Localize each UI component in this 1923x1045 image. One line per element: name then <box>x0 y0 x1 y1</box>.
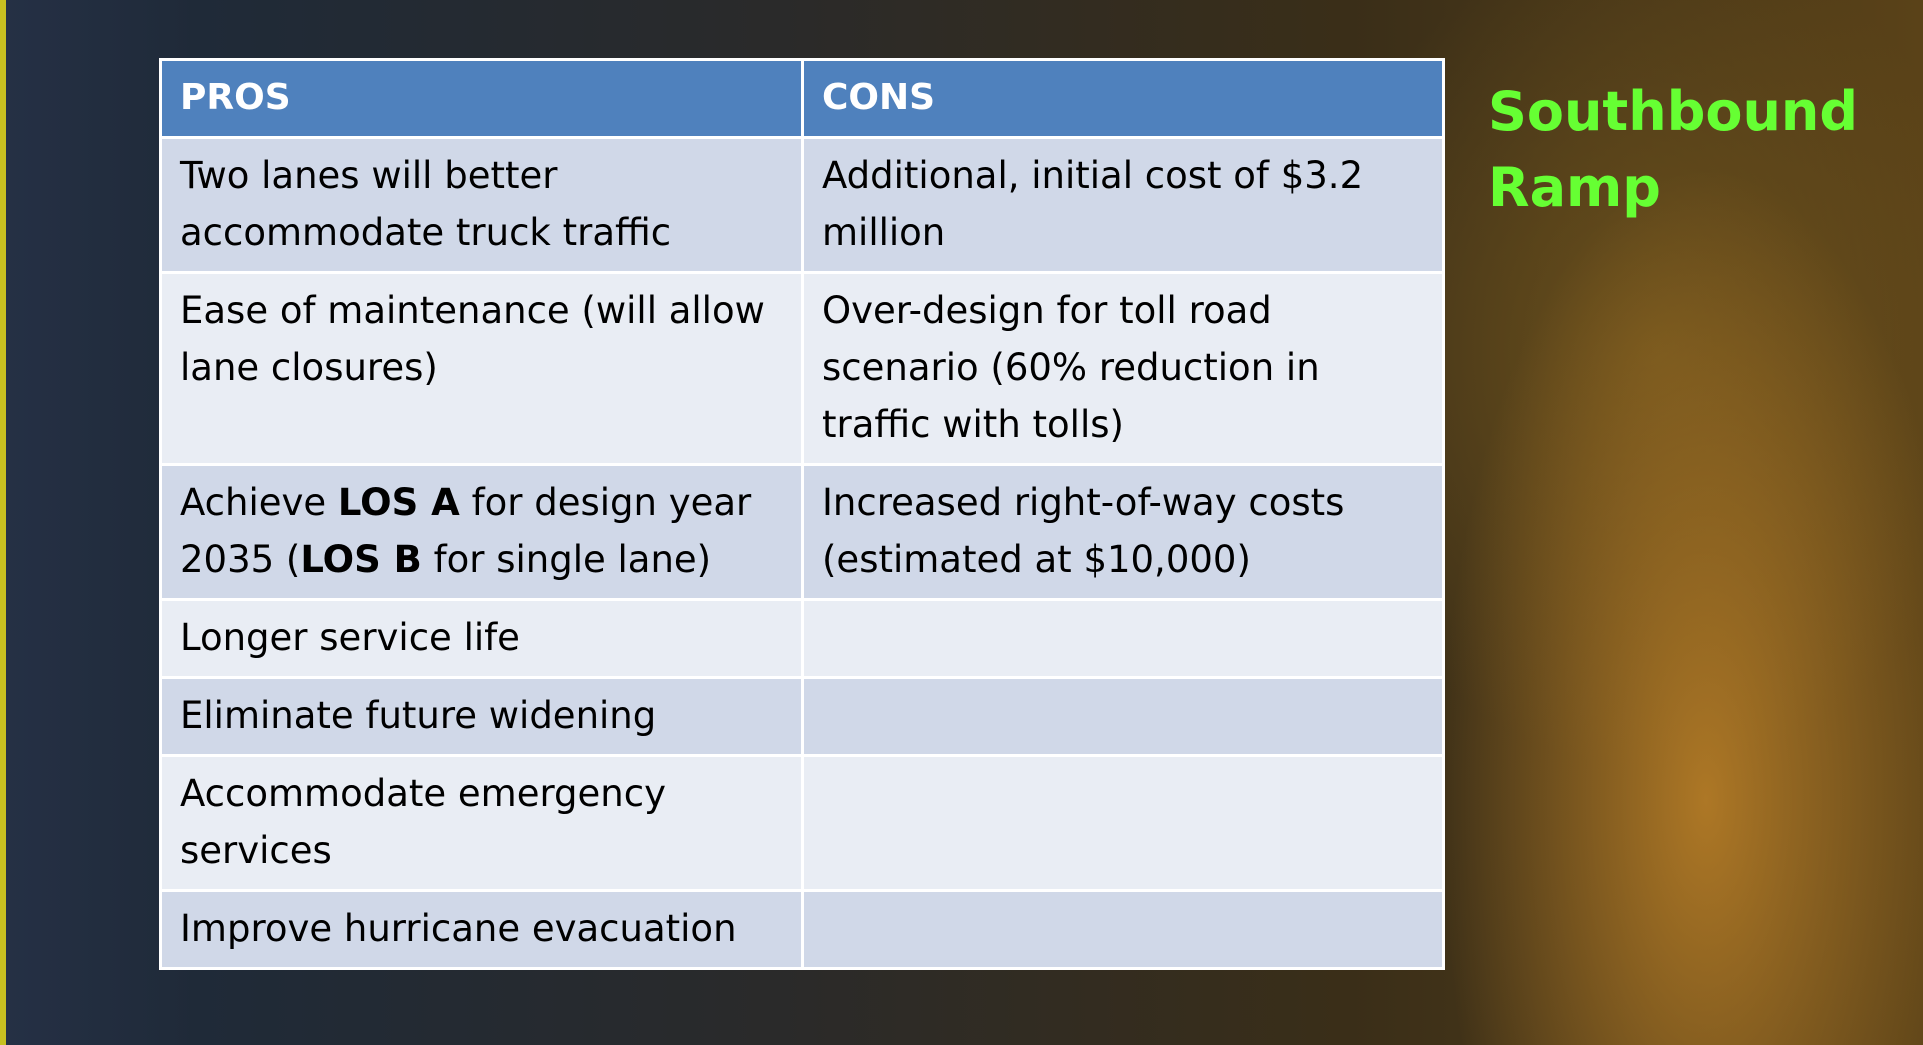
table-row: Two lanes will better accommodate truck … <box>159 136 1445 274</box>
table-cell: Accommodate emergency services <box>159 754 804 892</box>
table-cell <box>801 754 1445 892</box>
table-cell: Increased right-of-way costs (estimated … <box>801 463 1445 601</box>
table-cell: Longer service life <box>159 598 804 679</box>
table-row: Accommodate emergency services <box>159 754 1445 892</box>
text-run: Achieve <box>180 481 338 524</box>
table-row: Longer service life <box>159 598 1445 679</box>
slide-title: Southbound Ramp <box>1488 80 1858 219</box>
table-cell: Additional, initial cost of $3.2 million <box>801 136 1445 274</box>
table-row: Achieve LOS A for design year 2035 (LOS … <box>159 463 1445 601</box>
table-cell: Improve hurricane evacuation <box>159 889 804 970</box>
pros-cons-table: PROS CONS Two lanes will better accommoda… <box>159 58 1445 970</box>
text-run: for single lane) <box>421 538 712 581</box>
table-cell <box>801 598 1445 679</box>
table-cell <box>801 676 1445 757</box>
text-run: LOS B <box>300 538 422 581</box>
text-run: LOS A <box>337 481 460 524</box>
table-cell: Eliminate future widening <box>159 676 804 757</box>
header-row: PROS CONS <box>159 58 1445 139</box>
header-cell: CONS <box>801 58 1445 139</box>
table-cell <box>801 889 1445 970</box>
table-row: Ease of maintenance (will allow lane clo… <box>159 271 1445 466</box>
text-run: for design year 2035 ( <box>180 481 752 581</box>
header-cell: PROS <box>159 58 804 139</box>
table-cell: Over-design for toll road scenario (60% … <box>801 271 1445 466</box>
table-row: Eliminate future widening <box>159 676 1445 757</box>
table-cell: Two lanes will better accommodate truck … <box>159 136 804 274</box>
table-cell: Ease of maintenance (will allow lane clo… <box>159 271 804 466</box>
table-cell: Achieve LOS A for design year 2035 (LOS … <box>159 463 804 601</box>
table-row: Improve hurricane evacuation <box>159 889 1445 970</box>
